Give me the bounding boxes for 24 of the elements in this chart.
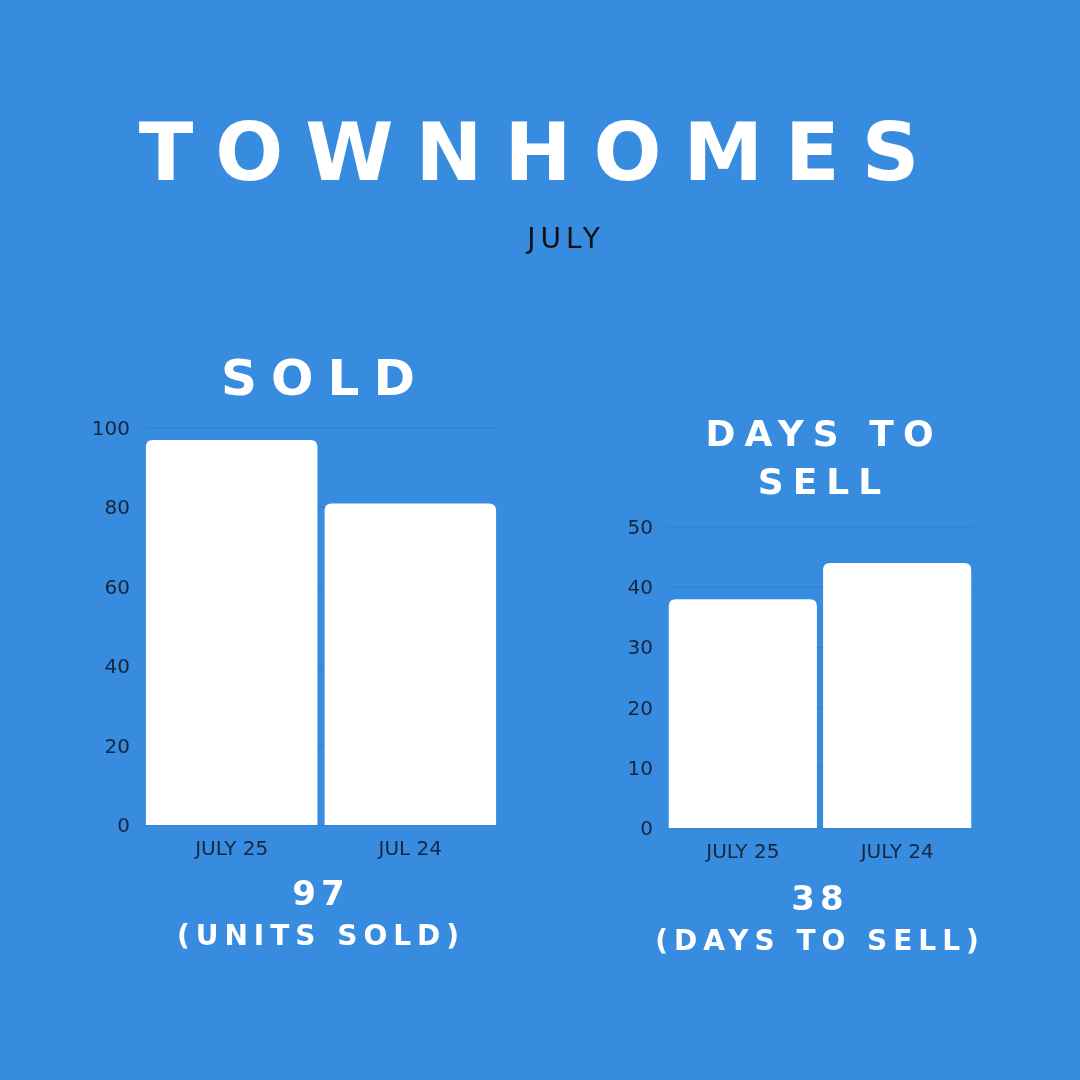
y-tick-label: 40 (104, 654, 130, 679)
y-tick-label: 80 (104, 495, 130, 520)
text: 38 (791, 878, 849, 918)
text: JULY (525, 222, 605, 255)
y-tick-label: 50 (627, 515, 653, 539)
chart-title: DAYS TO SELL (705, 413, 943, 502)
x-tick-label: JULY 25 (193, 836, 269, 860)
text: 97 (292, 873, 350, 913)
y-tick-label: 20 (627, 695, 653, 720)
y-tick-label: 0 (117, 813, 130, 837)
x-tick-label: JULY 25 (704, 839, 780, 863)
y-tick-label: 60 (104, 574, 130, 599)
x-tick-label: JULY 24 (858, 839, 934, 863)
y-tick-label: 20 (104, 733, 130, 758)
y-tick-label: 100 (91, 416, 130, 440)
x-tick-label: JUL 24 (376, 836, 443, 860)
y-tick-label: 10 (627, 755, 653, 780)
text: (DAYS TO SELL) (655, 924, 985, 957)
y-tick-label: 0 (640, 816, 653, 840)
y-tick-label: 40 (627, 575, 653, 600)
text: (UNITS SOLD) (176, 919, 466, 952)
text: TOWNHOMES (138, 106, 942, 199)
y-tick-label: 30 (627, 635, 653, 660)
chart-title: SOLD (221, 349, 429, 407)
